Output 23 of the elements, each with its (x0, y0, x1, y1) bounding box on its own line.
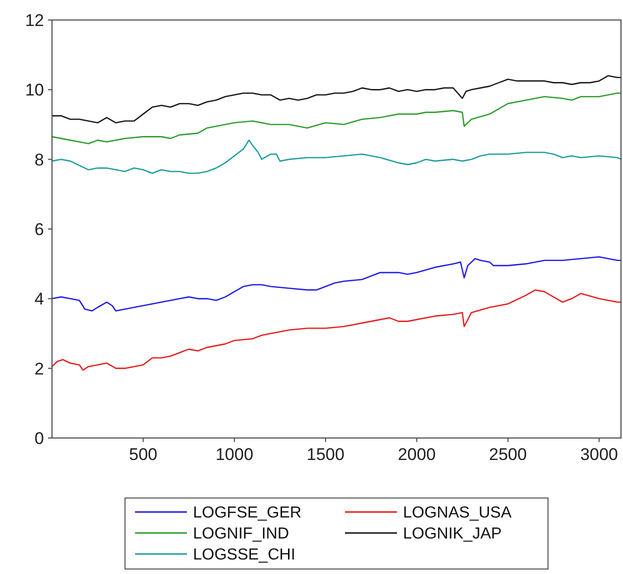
x-tick-label: 3000 (580, 445, 618, 464)
line-series (51, 140, 622, 174)
legend-label: LOGNIF_IND (193, 526, 290, 543)
x-tick-label: 1000 (215, 445, 254, 464)
y-tick-label: 10 (25, 80, 44, 100)
legend-label: LOGNIK_JAP (403, 526, 502, 543)
y-tick-label: 6 (34, 220, 44, 239)
line-series (51, 92, 622, 144)
x-tick-label: 2500 (489, 445, 527, 464)
y-tick-label: 2 (34, 359, 44, 378)
line-series (51, 75, 622, 124)
x-tick-label: 500 (129, 445, 158, 464)
x-tick-label: 1500 (306, 445, 344, 464)
legend-label: LOGSSE_CHI (193, 546, 296, 564)
legend-label: LOGNAS_USA (403, 504, 512, 522)
y-tick-label: 8 (34, 150, 44, 170)
y-tick-label: 4 (34, 290, 44, 309)
y-tick-label: 0 (34, 428, 44, 448)
legend-label: LOGFSE_GER (193, 504, 302, 522)
x-tick-label: 2000 (398, 445, 436, 464)
line-series (51, 289, 622, 371)
y-tick-label: 12 (25, 10, 44, 30)
line-series (51, 256, 622, 312)
